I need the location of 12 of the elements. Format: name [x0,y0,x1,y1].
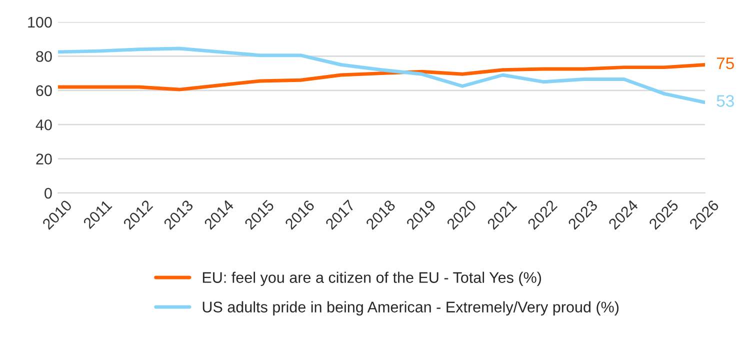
y-tick-label: 40 [36,119,52,130]
y-tick-label: 80 [36,51,52,62]
annotation: 75 [716,58,734,70]
y-tick-label: 100 [28,16,52,28]
line-series [58,63,705,92]
y-tick-label: 60 [36,85,52,96]
y-tick-label: 20 [36,154,52,164]
annotation: 53 [716,95,734,107]
line-series [58,46,705,104]
y-tick-label: 0 [44,188,52,199]
legend-label: US adults pride in being American - Extremely/Very proud (%) [202,301,619,316]
legend-label: EU: feel you are a citizen of the EU - Total Yes (%) [202,272,542,286]
